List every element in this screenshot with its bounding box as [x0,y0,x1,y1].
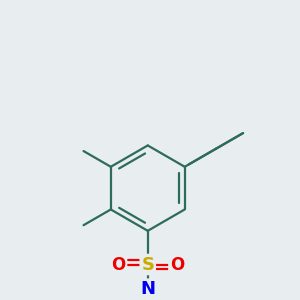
Text: S: S [141,256,154,274]
Text: N: N [140,280,155,298]
Text: O: O [111,256,126,274]
Text: O: O [170,256,184,274]
